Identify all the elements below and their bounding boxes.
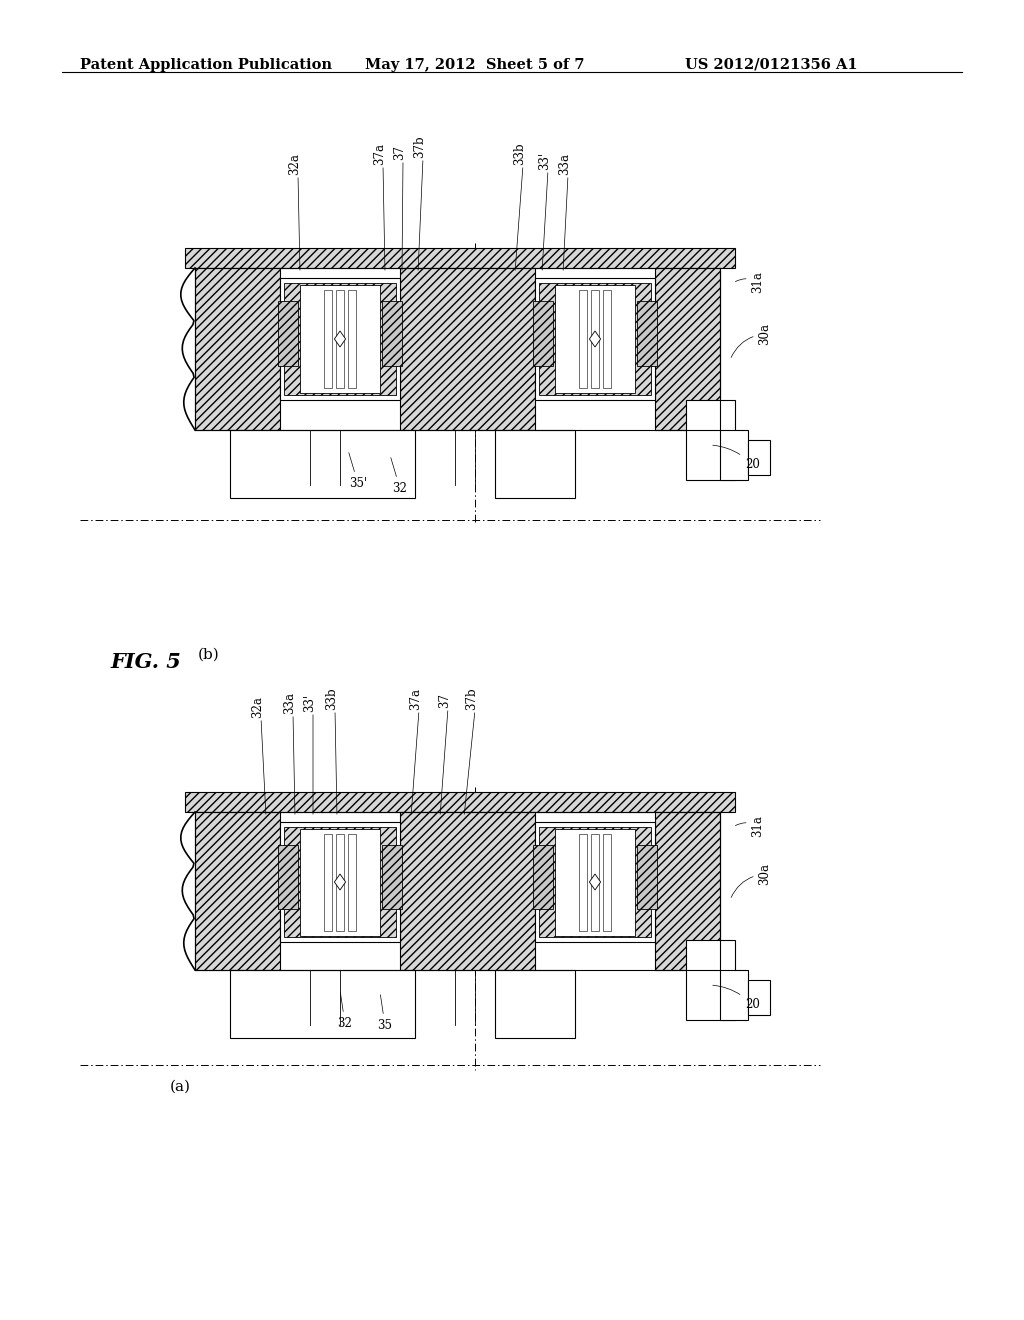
Polygon shape	[590, 331, 601, 347]
Text: 33a: 33a	[558, 153, 571, 176]
Text: 33': 33'	[539, 152, 552, 170]
Polygon shape	[335, 874, 346, 890]
Text: 33b: 33b	[326, 688, 339, 710]
Text: 37b: 37b	[414, 136, 427, 158]
Text: 20: 20	[713, 445, 760, 471]
Text: US 2012/0121356 A1: US 2012/0121356 A1	[685, 58, 858, 73]
Text: (a): (a)	[170, 1080, 191, 1094]
Bar	[655, 268, 720, 430]
Bar	[655, 812, 720, 970]
Bar	[348, 290, 356, 388]
Bar	[720, 970, 748, 1020]
Bar	[637, 845, 657, 909]
Bar	[535, 822, 655, 942]
Bar	[336, 834, 344, 931]
Bar	[348, 834, 356, 931]
Bar	[280, 822, 400, 942]
Bar	[720, 430, 748, 480]
Bar	[591, 834, 599, 931]
Text: 31a: 31a	[735, 816, 765, 837]
Polygon shape	[590, 874, 601, 890]
Bar	[382, 301, 402, 366]
Bar	[686, 940, 735, 1020]
Bar	[555, 829, 635, 936]
Bar	[579, 290, 587, 388]
Bar	[284, 282, 396, 395]
Text: (b): (b)	[198, 648, 220, 663]
Text: 32a: 32a	[252, 696, 264, 718]
Text: 37a: 37a	[410, 688, 423, 710]
Bar	[195, 812, 280, 970]
Bar	[534, 301, 553, 366]
Bar	[278, 845, 298, 909]
Bar	[539, 282, 651, 395]
Bar	[539, 828, 651, 937]
Bar	[579, 834, 587, 931]
Text: FIG. 5: FIG. 5	[110, 652, 181, 672]
Text: 20: 20	[713, 985, 760, 1011]
Bar	[230, 970, 415, 1038]
Bar	[495, 430, 575, 498]
Bar	[534, 845, 553, 909]
Text: Patent Application Publication: Patent Application Publication	[80, 58, 332, 73]
Bar	[637, 301, 657, 366]
Bar	[555, 285, 635, 393]
Text: 33b: 33b	[513, 143, 526, 165]
Bar	[230, 430, 415, 498]
Bar	[300, 829, 380, 936]
Bar	[280, 279, 400, 400]
Text: 30a: 30a	[731, 323, 771, 358]
Bar	[535, 279, 655, 400]
Bar	[278, 301, 298, 366]
Bar	[748, 440, 770, 475]
Bar	[591, 290, 599, 388]
Bar	[495, 970, 575, 1038]
Bar	[284, 828, 396, 937]
Bar	[382, 845, 402, 909]
Bar	[324, 834, 332, 931]
Text: 35': 35'	[349, 453, 367, 490]
Bar	[748, 979, 770, 1015]
Bar	[336, 290, 344, 388]
Bar	[185, 248, 735, 268]
Bar	[324, 290, 332, 388]
Bar	[400, 812, 535, 970]
Text: 37a: 37a	[374, 143, 386, 165]
Polygon shape	[335, 331, 346, 347]
Bar	[603, 290, 611, 388]
Bar	[603, 834, 611, 931]
Text: 32a: 32a	[289, 153, 301, 176]
Bar	[400, 268, 535, 430]
Text: 31a: 31a	[735, 271, 765, 293]
Bar	[185, 792, 735, 812]
Text: 32: 32	[391, 458, 408, 495]
Text: 37: 37	[393, 145, 407, 160]
Bar	[300, 285, 380, 393]
Text: 32: 32	[338, 993, 352, 1030]
Bar	[195, 268, 280, 430]
Bar	[686, 400, 735, 480]
Text: 30a: 30a	[731, 863, 771, 898]
Text: May 17, 2012  Sheet 5 of 7: May 17, 2012 Sheet 5 of 7	[365, 58, 585, 73]
Text: 33': 33'	[303, 694, 316, 711]
Text: 37: 37	[438, 693, 452, 708]
Text: 35: 35	[378, 995, 392, 1032]
Text: 33a: 33a	[284, 692, 297, 714]
Text: 37b: 37b	[466, 688, 478, 710]
